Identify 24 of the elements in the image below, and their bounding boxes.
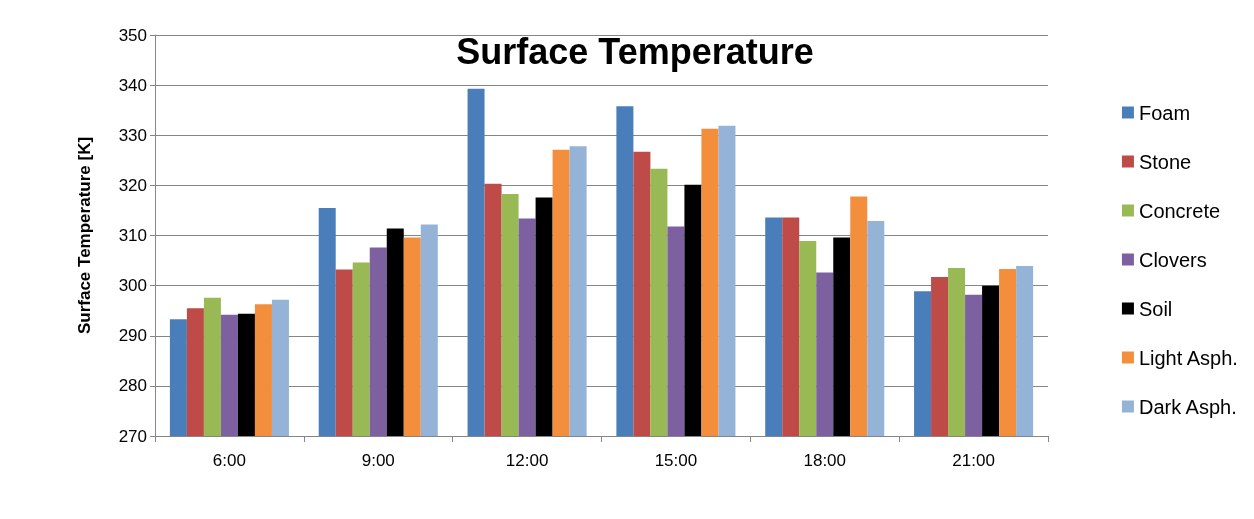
y-tick-label: 320 [118,175,147,195]
y-tick-label: 270 [118,426,147,446]
y-tick-label: 300 [118,276,147,296]
x-tick-label: 9:00 [361,451,395,470]
y-tick-label: 310 [118,226,147,245]
legend-label: Foam [1138,101,1191,124]
x-tick-label: 6:00 [212,451,246,470]
x-tick-label: 15:00 [654,451,698,470]
legend-label: Dark Asph. [1138,395,1237,418]
y-tick-label: 290 [118,326,147,346]
legend-label: Stone [1138,150,1192,173]
y-tick-label: 350 [118,25,147,45]
legend-label: Concrete [1138,199,1221,222]
x-tick-label: 12:00 [505,451,549,470]
x-tick-label: 21:00 [952,451,995,470]
legend-label: Light Asph. [1138,346,1238,369]
legend-label: Soil [1138,297,1173,320]
y-axis-title: Surface Temperature [K] [75,136,94,335]
y-tick-label: 280 [118,376,147,396]
x-tick-label: 18:00 [803,451,847,470]
y-tick-label: 330 [118,125,147,145]
legend-label: Clovers [1138,248,1207,271]
y-tick-label: 340 [118,75,147,95]
chart-title: Surface Temperature [456,30,814,72]
